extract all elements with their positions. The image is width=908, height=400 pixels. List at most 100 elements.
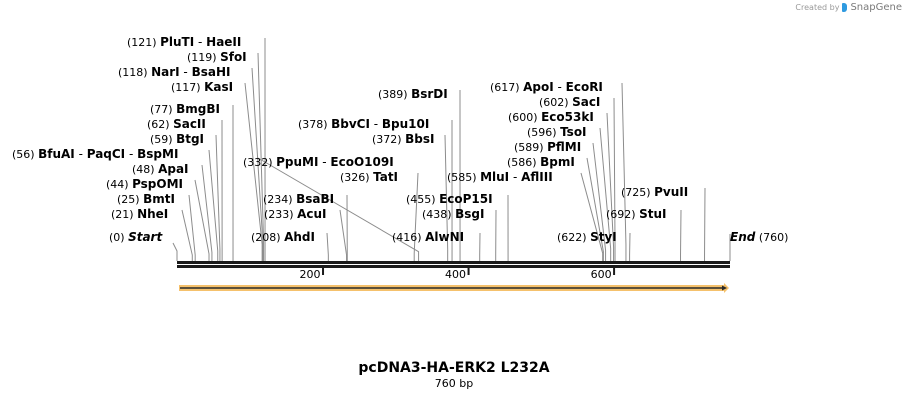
snapgene-credit: Created by SnapGene — [795, 2, 902, 13]
cut-site-line — [188, 194, 196, 261]
tick-mark — [613, 266, 616, 275]
cut-site-line — [599, 127, 612, 261]
tick-mark — [467, 266, 470, 275]
enzyme-site-sacii[interactable]: (62) SacII — [147, 117, 206, 131]
cut-site-line — [621, 82, 627, 261]
enzyme-site-bsgi[interactable]: (438) BsgI — [422, 207, 484, 221]
svg-text:(389) BsrDI: (389) BsrDI — [378, 87, 448, 101]
enzyme-site-bmti[interactable]: (25) BmtI — [117, 192, 175, 206]
cut-site-line — [592, 142, 607, 261]
enzyme-site-bbvci[interactable]: (378) BbvCI - Bpu10I — [298, 117, 429, 131]
cut-site-line — [257, 157, 420, 261]
cut-site-line — [586, 157, 604, 261]
feature-arrow[interactable] — [179, 283, 729, 293]
svg-text:(416) AlwNI: (416) AlwNI — [392, 230, 464, 244]
svg-text:(600) Eco53kI: (600) Eco53kI — [508, 110, 594, 124]
cut-site-line — [326, 232, 329, 261]
cut-site-line — [251, 67, 264, 261]
enzyme-site-eco53ki[interactable]: (600) Eco53kI — [508, 110, 594, 124]
svg-text:(589) PflMI: (589) PflMI — [514, 140, 581, 154]
svg-text:(586) BpmI: (586) BpmI — [507, 155, 575, 169]
cut-site-lines — [172, 37, 731, 261]
cut-site-line — [181, 209, 193, 261]
credit-prefix: Created by — [795, 3, 840, 12]
snapgene-logo-icon — [842, 3, 848, 12]
enzyme-site-pluti[interactable]: (121) PluTI - HaeII — [127, 35, 241, 49]
enzyme-site-alwni[interactable]: (416) AlwNI — [392, 230, 464, 244]
svg-text:(119) SfoI: (119) SfoI — [187, 50, 247, 64]
svg-text:(372) BbsI: (372) BbsI — [372, 132, 434, 146]
enzyme-site-apoi[interactable]: (617) ApoI - EcoRI — [490, 80, 603, 94]
cut-site-line — [613, 97, 616, 261]
svg-text:(48) ApaI: (48) ApaI — [132, 162, 189, 176]
tick-label: 400 — [445, 268, 466, 281]
enzyme-site-pvuii[interactable]: (725) PvuII — [621, 185, 688, 199]
svg-text:(77) BmgBI: (77) BmgBI — [150, 102, 220, 116]
enzyme-site-bpmi[interactable]: (586) BpmI — [507, 155, 575, 169]
svg-text:(622) StyI: (622) StyI — [557, 230, 617, 244]
svg-text:(59) BtgI: (59) BtgI — [150, 132, 204, 146]
credit-brand: SnapGene — [850, 2, 902, 13]
svg-text:(121) PluTI - HaeII: (121) PluTI - HaeII — [127, 35, 241, 49]
enzyme-labels: (121) PluTI - HaeII(119) SfoI(118) NarI … — [12, 35, 788, 244]
enzyme-site-tsoi[interactable]: (596) TsoI — [527, 125, 587, 139]
enzyme-site-bsrdi[interactable]: (389) BsrDI — [378, 87, 448, 101]
enzyme-site-btgi[interactable]: (59) BtgI — [150, 132, 204, 146]
start-line — [172, 242, 178, 261]
arrow-right-icon — [722, 285, 727, 291]
svg-text:(455) EcoP15I: (455) EcoP15I — [406, 192, 493, 206]
svg-text:(725) PvuII: (725) PvuII — [621, 185, 688, 199]
enzyme-site-acui[interactable]: (233) AcuI — [264, 207, 327, 221]
svg-text:(596) TsoI: (596) TsoI — [527, 125, 587, 139]
enzyme-site-apai[interactable]: (48) ApaI — [132, 162, 189, 176]
enzyme-site-bfuai[interactable]: (56) BfuAI - PaqCI - BspMI — [12, 147, 178, 161]
cut-site-line — [201, 164, 213, 261]
enzyme-site-mlui[interactable]: (585) MluI - AflIII — [447, 170, 553, 184]
enzyme-site-nari[interactable]: (118) NarI - BsaHI — [118, 65, 230, 79]
enzyme-site-kasi[interactable]: (117) KasI — [171, 80, 233, 94]
tick-mark — [322, 266, 325, 275]
cut-site-line — [215, 134, 221, 261]
svg-text:End (760): End (760) — [730, 230, 788, 244]
enzyme-site-ahdi[interactable]: (208) AhdI — [251, 230, 315, 244]
cut-site-line — [208, 149, 219, 261]
enzyme-site-pspomi[interactable]: (44) PspOMI — [106, 177, 183, 191]
end-marker: End (760) — [730, 230, 788, 244]
svg-text:(56) BfuAI - PaqCI - BspM: (56) BfuAI - PaqCI - BspMI — [12, 147, 178, 161]
svg-text:(21) NheI: (21) NheI — [111, 207, 168, 221]
enzyme-site-ecop15i[interactable]: (455) EcoP15I — [406, 192, 493, 206]
enzyme-site-styi[interactable]: (622) StyI — [557, 230, 617, 244]
cut-site-line — [194, 179, 210, 261]
svg-text:(233) AcuI: (233) AcuI — [264, 207, 327, 221]
tick-label: 600 — [591, 268, 612, 281]
enzyme-site-ppumi[interactable]: (332) PpuMI - EcoO109I — [243, 155, 394, 169]
backbone-top-strand — [177, 261, 730, 264]
cut-site-line — [339, 209, 348, 261]
cut-site-line — [606, 112, 615, 261]
backbone-bottom-strand — [177, 265, 730, 268]
enzyme-site-pflmi[interactable]: (589) PflMI — [514, 140, 581, 154]
enzyme-site-bbsi[interactable]: (372) BbsI — [372, 132, 434, 146]
enzyme-site-bmgbi[interactable]: (77) BmgBI — [150, 102, 220, 116]
svg-text:(0) Start: (0) Start — [109, 230, 163, 244]
svg-text:(438) BsgI: (438) BsgI — [422, 207, 484, 221]
cut-site-line — [413, 172, 419, 261]
tick-label: 200 — [300, 268, 321, 281]
svg-text:(326) TatI: (326) TatI — [340, 170, 398, 184]
cut-site-line — [257, 52, 265, 261]
svg-text:(617) ApoI - EcoRI: (617) ApoI - EcoRI — [490, 80, 603, 94]
enzyme-site-sfoi[interactable]: (119) SfoI — [187, 50, 247, 64]
enzyme-site-nhei[interactable]: (21) NheI — [111, 207, 168, 221]
enzyme-site-bsabi[interactable]: (234) BsaBI — [263, 192, 334, 206]
enzyme-site-tati[interactable]: (326) TatI — [340, 170, 398, 184]
svg-text:(44) PspOMI: (44) PspOMI — [106, 177, 183, 191]
enzyme-site-stui[interactable]: (692) StuI — [606, 207, 666, 221]
enzyme-site-saci[interactable]: (602) SacI — [539, 95, 600, 109]
plasmid-length: 760 bp — [434, 377, 474, 390]
cut-site-line — [244, 82, 263, 261]
svg-text:(692) StuI: (692) StuI — [606, 207, 666, 221]
svg-text:(118) NarI - BsaHI: (118) NarI - BsaHI — [118, 65, 230, 79]
dna-backbone — [177, 261, 730, 268]
plasmid-name: pcDNA3-HA-ERK2 L232A — [358, 360, 550, 376]
svg-text:(332) PpuMI - EcoO109I: (332) PpuMI - EcoO109I — [243, 155, 394, 169]
